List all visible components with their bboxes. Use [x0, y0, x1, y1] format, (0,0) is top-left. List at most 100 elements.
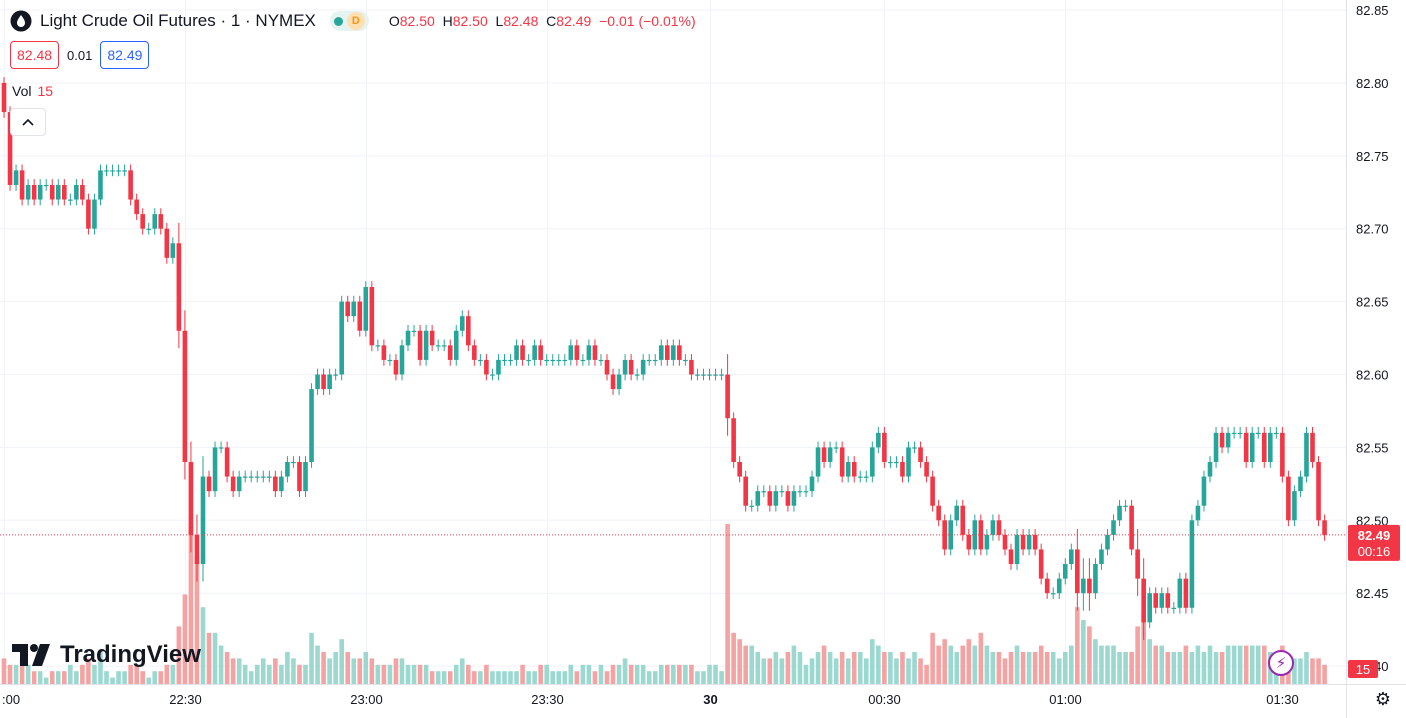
volume-bar	[339, 639, 344, 684]
volume-bar	[604, 671, 610, 684]
candle-body	[658, 345, 664, 360]
candle-body	[194, 534, 200, 565]
volume-bar	[43, 677, 49, 684]
volume-bar	[472, 671, 477, 684]
volume-bar	[1237, 645, 1243, 684]
volume-bar	[273, 658, 278, 684]
candle-body	[803, 491, 809, 493]
candle-body	[876, 432, 881, 448]
volume-bar	[369, 658, 375, 684]
time-tick-label: 23:30	[531, 692, 564, 707]
candle-body	[146, 228, 152, 230]
volume-bar	[622, 658, 628, 684]
volume-bar	[315, 645, 320, 684]
volume-bar	[285, 652, 290, 684]
candle-body	[441, 345, 447, 347]
volume-bar	[98, 652, 103, 684]
tradingview-logo[interactable]: TradingView	[12, 641, 201, 669]
candle-body	[996, 520, 1002, 535]
candle-body	[918, 447, 923, 462]
volume-bar	[532, 671, 537, 684]
candle-body	[1069, 549, 1074, 565]
candle-body	[857, 476, 863, 478]
candle-body	[74, 184, 79, 200]
candle-body	[116, 170, 121, 172]
market-status-pill[interactable]: D	[329, 11, 369, 31]
candle-body	[574, 345, 580, 360]
candle-body	[405, 330, 411, 346]
price-axis[interactable]: 82.85 82.80 82.75 82.70 82.65 82.60 82.55 82.50…	[1346, 0, 1401, 718]
price-tick-label: 82.65	[1356, 295, 1389, 310]
time-axis[interactable]: :00 22:30 23:00 23:30 30 00:30 01:00 01:30	[0, 684, 1406, 708]
volume-bar	[62, 671, 67, 684]
volume-bar	[37, 671, 43, 684]
candle-body	[888, 461, 893, 464]
delayed-badge: D	[346, 12, 365, 30]
candle-body	[128, 170, 133, 200]
candle-body	[484, 359, 489, 375]
volume-bar	[1201, 652, 1207, 684]
settings-gear-icon[interactable]: ⚙	[1374, 688, 1392, 709]
volume-bar	[640, 664, 646, 684]
candle-body	[785, 491, 791, 506]
logo-text: TradingView	[60, 641, 201, 668]
candle-body	[1123, 505, 1128, 507]
candle-body	[86, 199, 91, 229]
candle-body	[387, 359, 393, 362]
volume-bar	[1322, 664, 1327, 684]
volume-bar	[321, 652, 326, 684]
volume-bar	[634, 664, 640, 684]
time-tick-label: 22:30	[169, 692, 202, 707]
volume-bar	[797, 652, 803, 684]
candle-body	[200, 476, 206, 565]
lightning-icon[interactable]: ⚡	[1268, 650, 1294, 676]
collapse-legend-button[interactable]	[10, 108, 46, 136]
volume-bar	[1093, 639, 1098, 684]
volume-bar	[158, 671, 164, 684]
candle-body	[1008, 549, 1014, 565]
candle-body	[1298, 476, 1303, 492]
candle-body	[882, 432, 887, 462]
candle-body	[1219, 432, 1225, 448]
volume-bar	[1087, 626, 1092, 684]
candle-body	[1153, 593, 1159, 608]
volume-bar	[387, 664, 393, 684]
volume-bar	[303, 664, 308, 684]
volume-bar	[592, 671, 598, 684]
candle-body	[230, 476, 236, 492]
symbol-title[interactable]: Light Crude Oil Futures · 1 · NYMEX	[40, 11, 316, 30]
volume-bar	[701, 671, 706, 684]
sell-button[interactable]: 82.48	[10, 41, 60, 69]
candle-body	[821, 447, 827, 462]
candle-body	[1, 82, 7, 113]
volume-bar	[1147, 639, 1152, 684]
candle-body	[1201, 476, 1207, 506]
candle-body	[695, 374, 700, 376]
volume-bar	[683, 664, 688, 684]
candle-body	[508, 359, 513, 362]
candle-body	[43, 184, 49, 187]
volume-bar	[586, 664, 592, 684]
volume-bar	[803, 664, 809, 684]
candle-body	[954, 505, 960, 521]
candle-body	[1207, 461, 1213, 477]
volume-bar	[1195, 645, 1201, 684]
candle-body	[960, 505, 966, 535]
candle-body	[1177, 578, 1183, 608]
buy-button[interactable]: 82.49	[100, 41, 150, 69]
volume-bar	[1, 658, 7, 684]
candle-body	[526, 359, 531, 362]
candle-body	[218, 447, 224, 449]
volume-bar	[689, 664, 694, 684]
candle-body	[1165, 593, 1171, 608]
symbol-legend: Light Crude Oil Futures · 1 · NYMEX D O8…	[10, 10, 696, 32]
candle-body	[1274, 432, 1279, 435]
volume-bar	[1062, 652, 1068, 684]
candle-body	[870, 447, 875, 477]
volume-bar	[260, 658, 266, 684]
volume-bar	[677, 664, 682, 684]
candle-body	[640, 359, 646, 375]
volume-bar	[447, 671, 453, 684]
open-value: 82.50	[399, 13, 435, 29]
